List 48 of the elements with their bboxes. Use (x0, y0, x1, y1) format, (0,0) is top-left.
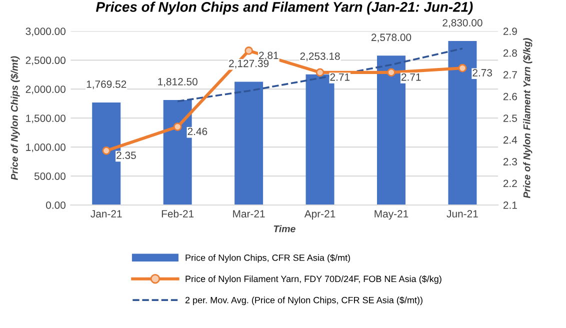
data-label: 1,769.52 (86, 80, 126, 90)
x-tick-label: Jan-21 (90, 210, 122, 218)
x-tick-label: Mar-21 (233, 210, 265, 218)
y2-axis-title: Price of Nylon Filament Yarn ($/kg) (522, 38, 532, 198)
data-label: 2,253.18 (300, 52, 340, 62)
y2-tick-label: 2.8 (503, 49, 517, 57)
point (244, 46, 253, 55)
legend-label: Price of Nylon Chips, CFR SE Asia ($/mt) (186, 254, 350, 263)
data-label: 2.71 (401, 73, 421, 81)
y2-tick-label: 2.5 (503, 114, 517, 122)
y-tick-label: 0.00 (46, 202, 66, 209)
data-label: 2.73 (472, 69, 492, 76)
x-tick-label: Apr-21 (304, 210, 336, 220)
x-tick-label: Feb-21 (162, 210, 194, 218)
y2-tick-label: 2.1 (503, 202, 517, 209)
y-tick-label: 500.00 (34, 172, 66, 180)
bar (234, 82, 264, 205)
y-tick-label: 1,000.00 (26, 144, 66, 152)
x-tick-label: May-21 (374, 210, 408, 220)
y-tick-label: 2,000.00 (26, 86, 66, 94)
point (316, 68, 324, 77)
data-label: 2.46 (188, 128, 208, 136)
data-label: 2,127.39 (229, 60, 269, 68)
data-label: 2.81 (259, 52, 278, 60)
data-label: 2.35 (116, 152, 136, 160)
point (387, 68, 396, 77)
y-axis-title: Price of Nylon Chips ($/mt) (10, 56, 20, 180)
point (173, 122, 182, 131)
point (102, 146, 111, 155)
data-label: 2.71 (330, 73, 350, 81)
data-label: 2,830.00 (442, 19, 482, 28)
y2-tick-label: 2.6 (503, 92, 517, 100)
data-label: 1,812.50 (158, 78, 198, 87)
y-tick-label: 2,500.00 (26, 56, 66, 66)
point (458, 64, 467, 72)
y2-tick-label: 2.3 (503, 158, 517, 166)
y2-tick-label: 2.2 (503, 180, 517, 188)
y-tick-label: 3,000.00 (26, 28, 66, 36)
x-axis-title: Time (274, 225, 296, 232)
y2-tick-label: 2.7 (503, 71, 517, 78)
chart-title: Prices of Nylon Chips and Filament Yarn (Jan-21: Jun-21) (96, 2, 473, 15)
y2-tick-label: 2.9 (503, 28, 517, 36)
legend-label: Price of Nylon Filament Yarn, FDY 70D/24F, FOB NE Asia ($/kg) (186, 275, 442, 284)
x-tick-label: Jun-21 (446, 210, 478, 218)
y2-tick-label: 2.4 (503, 136, 518, 144)
data-label: 2,578.00 (372, 34, 412, 42)
y-tick-label: 1,500.00 (26, 114, 66, 124)
legend-label: 2 per. Mov. Avg. (Price of Nylon Chips, CFR SE Asia ($/mt)) (185, 296, 422, 306)
